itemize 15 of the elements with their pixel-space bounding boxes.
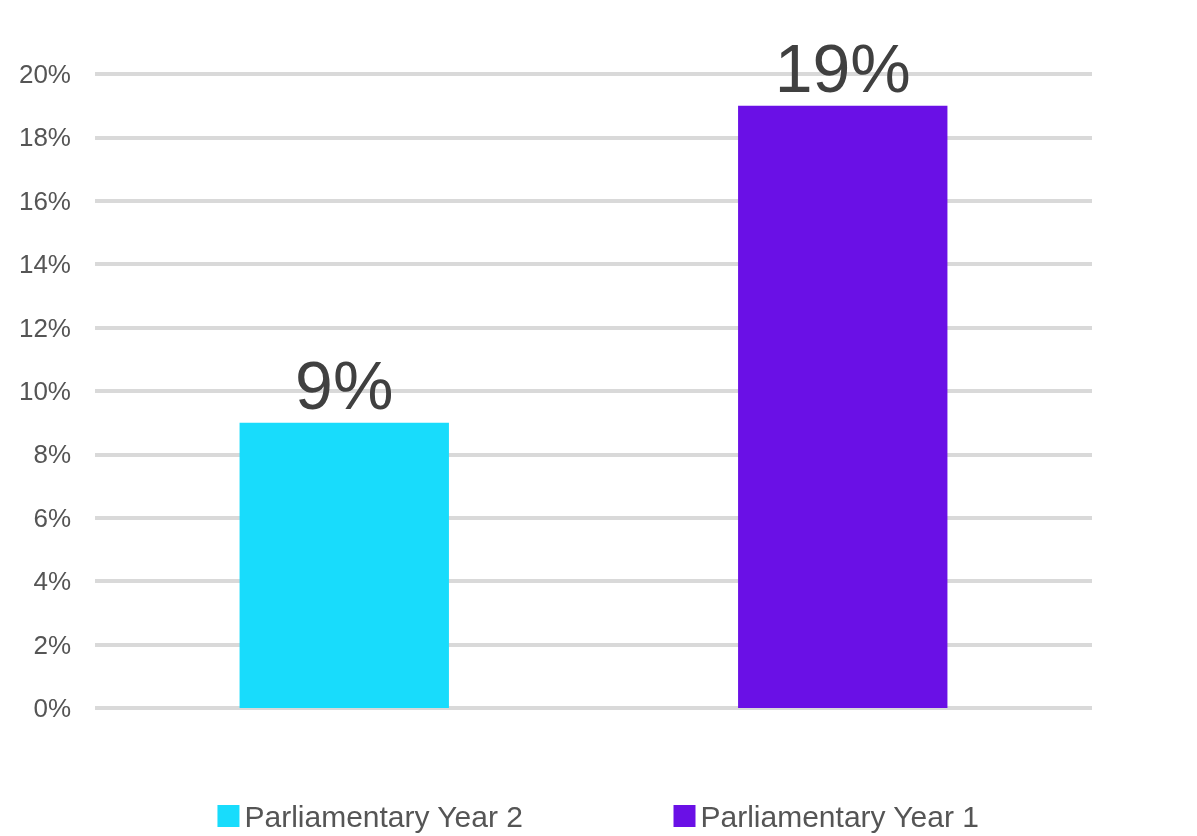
y-tick-label: 18% (18, 122, 71, 153)
y-tick-label: 14% (18, 249, 71, 280)
y-tick-label: 12% (18, 312, 71, 343)
y-tick-label: 20% (18, 59, 71, 89)
legend-label: Parliamentary Year 2 (244, 799, 523, 833)
data-label: 9% (295, 346, 394, 423)
y-tick-label: 0% (33, 693, 71, 723)
data-label: 19% (774, 29, 911, 106)
y-tick-label: 8% (33, 439, 71, 470)
y-tick-label: 6% (33, 502, 71, 533)
y-tick-label: 16% (18, 185, 71, 216)
y-tick-label: 10% (18, 376, 71, 406)
y-tick-label: 4% (33, 566, 71, 597)
y-tick-label: 2% (33, 629, 71, 660)
legend-label: Parliamentary Year 1 (700, 799, 979, 833)
